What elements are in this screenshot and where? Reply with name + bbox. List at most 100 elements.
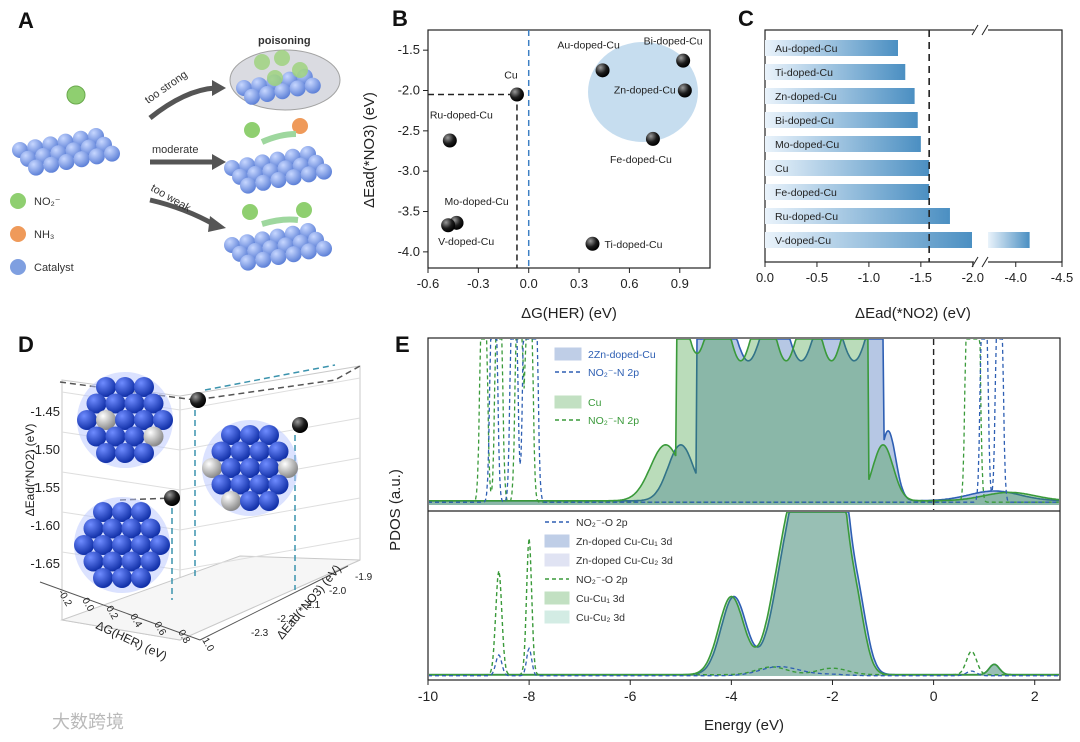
axis-break-mark xyxy=(981,24,989,36)
legend-label-top: NO₂⁻-N 2p xyxy=(588,367,639,379)
cu-atom xyxy=(230,474,251,495)
point-d-2 xyxy=(292,417,308,433)
cu-atom xyxy=(102,551,123,572)
panel-c-bars: Au-doped-Cu Ti-doped-Cu Zn-doped-Cu Bi-dope… xyxy=(756,24,1073,322)
x-tick-label-e: -2 xyxy=(826,688,839,704)
cu-atom xyxy=(121,551,142,572)
legend-label-top: 2Zn-doped-Cu xyxy=(588,349,656,361)
cu-atom xyxy=(240,425,260,445)
cu-atom xyxy=(143,393,164,414)
legend-label-bottom: Cu-Cu₂ 3d xyxy=(576,612,625,624)
bar-v-doped-cu-ext xyxy=(988,232,1030,248)
x-tick-label-e: -6 xyxy=(624,688,637,704)
plot-frame-b xyxy=(427,29,711,269)
legend-nh3-label: NH₃ xyxy=(34,229,54,241)
no2-weak-b xyxy=(296,202,312,218)
z-tick-label-d: -1.65 xyxy=(30,556,60,571)
cu-atom xyxy=(221,458,241,478)
cu-atom xyxy=(115,410,135,430)
bar-label: Au-doped-Cu xyxy=(775,43,838,55)
catalyst-slab-moderate xyxy=(224,146,332,194)
bar-label: Bi-doped-Cu xyxy=(775,115,834,127)
bar-ti-doped-cu xyxy=(765,64,906,80)
y-tick-label-d: -2.3 xyxy=(251,628,269,639)
highlight-region xyxy=(588,42,698,142)
catalyst-atom xyxy=(274,83,291,100)
y-tick-label-b: -3.0 xyxy=(398,163,420,178)
catalyst-atom xyxy=(255,174,272,191)
cu-atom xyxy=(124,393,145,414)
grid-line-d xyxy=(61,471,181,491)
catalyst-slab-weak xyxy=(224,223,332,271)
point-d-3 xyxy=(164,490,180,506)
point-label: Cu xyxy=(504,70,518,82)
x-tick-label-e: -8 xyxy=(523,688,536,704)
legend-swatch-top xyxy=(554,395,582,409)
bar-bi-doped-cu xyxy=(765,112,918,128)
point-label: V-doped-Cu xyxy=(438,236,494,248)
arrow-too-strong-head xyxy=(212,80,226,96)
x-tick-label-b: -0.3 xyxy=(467,276,489,291)
x-tick-label-b: 0.9 xyxy=(671,276,689,291)
panel-d-3d-scatter: -1.45-1.50-1.55-1.60-1.65-0.2 0.0 0.2 0.4 0.… xyxy=(23,364,373,663)
z-tick-label-d: -1.45 xyxy=(30,404,60,419)
catalyst-atom xyxy=(270,172,287,188)
cu-atom xyxy=(86,393,107,414)
no2-moderate xyxy=(244,122,260,138)
legend-label-bottom: Zn-doped Cu-Cu₁ 3d xyxy=(576,536,673,548)
bar-fe-doped-cu xyxy=(765,184,930,200)
no2-molecule xyxy=(66,85,86,105)
grid-line-d xyxy=(179,377,361,411)
panel-label-e: E xyxy=(395,332,410,357)
x-tick-label-b: 0.0 xyxy=(520,276,538,291)
bar-label: V-doped-Cu xyxy=(775,235,831,247)
x-tick-label-e: 0 xyxy=(930,688,938,704)
catalyst-atom xyxy=(285,246,302,263)
cu-atom xyxy=(93,535,113,555)
bar-label: Cu xyxy=(775,163,789,175)
poisoned-no2 xyxy=(292,62,308,78)
catalyst-atom xyxy=(316,240,332,257)
catalyst-atom xyxy=(316,163,332,180)
cu-atom xyxy=(140,518,161,539)
cu-atom xyxy=(140,551,161,572)
panel-a-schematic: too strong moderate too weak poisoning N… xyxy=(10,35,341,275)
legend-label-bottom: Cu-Cu₁ 3d xyxy=(576,593,625,605)
point-d-1 xyxy=(190,392,206,408)
dopant-atom xyxy=(96,410,116,430)
bar-label: Ti-doped-Cu xyxy=(775,67,833,79)
cu-atom xyxy=(86,426,107,447)
point-label: Au-doped-Cu xyxy=(557,39,620,51)
cu-atom xyxy=(259,491,279,511)
z-tick-label-d: -1.55 xyxy=(30,480,60,495)
cu-atom xyxy=(83,551,104,572)
arrow-moderate-head xyxy=(212,154,226,170)
y-tick-label-d: -2.0 xyxy=(329,586,347,597)
cluster-right xyxy=(202,420,298,516)
x-tick-label-c: -1.5 xyxy=(910,270,932,285)
x-tick-label-b: 0.6 xyxy=(620,276,638,291)
legend-swatch-bottom xyxy=(544,591,570,605)
legend-catalyst-icon xyxy=(10,259,26,275)
x-tick-label-c: -1.0 xyxy=(858,270,880,285)
x-tick-label-b: -0.6 xyxy=(417,276,439,291)
axis-break-gap xyxy=(974,256,988,268)
x-axis-line-d xyxy=(39,581,201,641)
axis-break-mark xyxy=(971,256,979,268)
legend-no2-icon xyxy=(10,193,26,209)
legend-nh3-icon xyxy=(10,226,26,242)
catalyst-slab-main xyxy=(12,128,120,176)
catalyst-atom xyxy=(58,154,75,170)
guide-line-d xyxy=(59,365,361,401)
legend-label-bottom: NO₂⁻-O 2p xyxy=(576,574,628,586)
y-tick-label-b: -2.5 xyxy=(398,123,420,138)
bottom-o2p-zn xyxy=(429,646,1059,677)
cu-atom xyxy=(134,410,154,430)
arrow-label-too-strong: too strong xyxy=(143,69,190,107)
legend-label-bottom: NO₂⁻-O 2p xyxy=(576,517,628,529)
panel-b-scatter: -0.6 -0.3 0.0 0.3 0.6 0.9 -1.5 -2.0 -2.5 -3.0 -3.5… xyxy=(361,29,711,322)
legend-catalyst-label: Catalyst xyxy=(34,262,74,274)
bar-ru-doped-cu xyxy=(765,208,950,224)
legend-swatch-bottom xyxy=(544,553,570,567)
z-axis-label-d: ΔEad(*NO2) (eV) xyxy=(23,424,37,517)
